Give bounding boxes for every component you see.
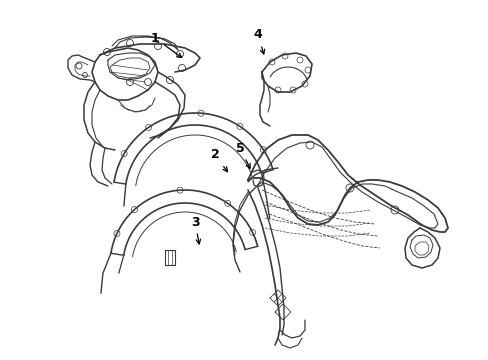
- Text: 1: 1: [150, 31, 181, 58]
- Text: 2: 2: [210, 148, 227, 172]
- Text: 4: 4: [253, 28, 264, 54]
- Text: 5: 5: [235, 141, 250, 168]
- Text: 3: 3: [190, 216, 200, 244]
